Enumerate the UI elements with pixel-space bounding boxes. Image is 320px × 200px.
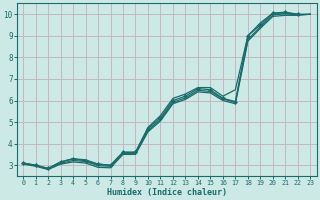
X-axis label: Humidex (Indice chaleur): Humidex (Indice chaleur)	[107, 188, 227, 197]
